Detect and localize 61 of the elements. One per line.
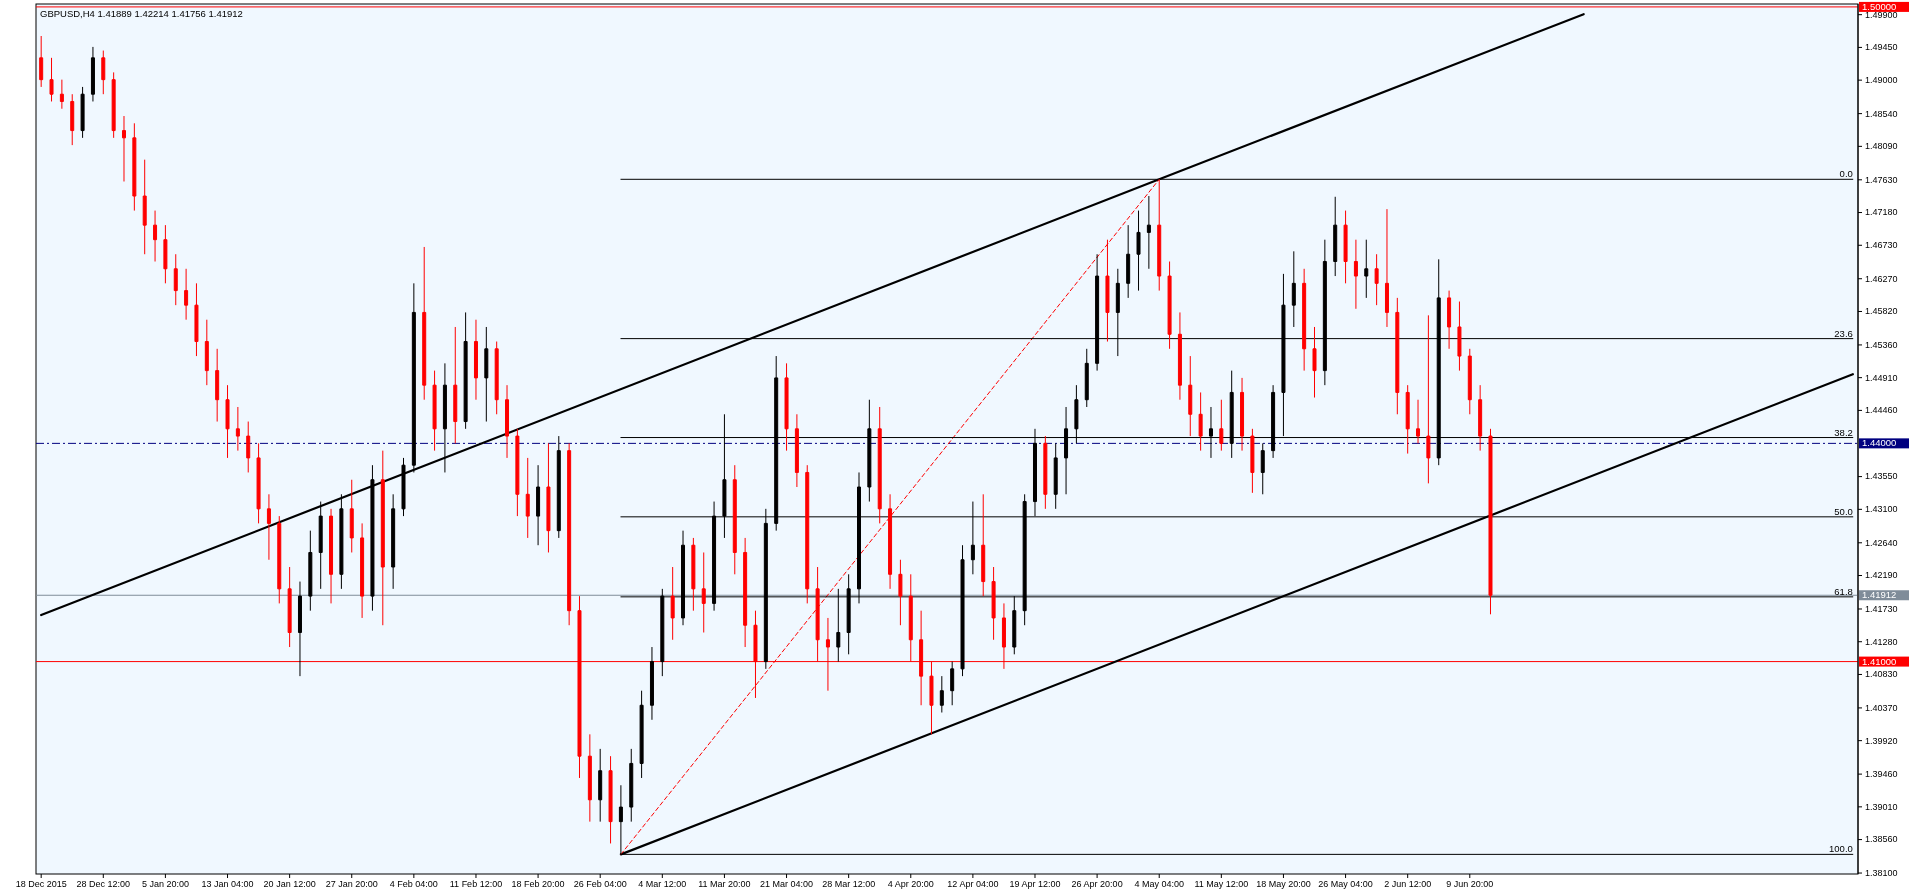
y-tick-label: 1.42640 <box>1865 537 1898 548</box>
x-tick-label: 11 May 12:00 <box>1194 879 1249 890</box>
legend-label: 61.8 <box>1834 585 1853 597</box>
y-tick-label: 1.47630 <box>1865 174 1898 185</box>
y-tick-label: 1.40370 <box>1865 702 1898 713</box>
y-tick-label: 1.41280 <box>1865 636 1898 647</box>
x-tick-label: 4 Mar 12:00 <box>638 879 687 890</box>
y-tick-label: 1.48090 <box>1865 141 1898 152</box>
y-tick-label: 1.44910 <box>1865 372 1898 383</box>
ref-line-label: 1.41000 <box>1862 655 1897 667</box>
x-tick-label: 26 May 04:00 <box>1318 879 1373 890</box>
y-tick-label: 1.48540 <box>1865 108 1898 119</box>
series-label: 0.0 <box>1839 168 1853 180</box>
x-tick-label: 4 Feb 04:00 <box>389 879 438 890</box>
y-tick-label: 1.45360 <box>1865 339 1898 350</box>
y-tick-label: 1.40830 <box>1865 669 1898 680</box>
y-tick-label: 1.49900 <box>1865 9 1898 20</box>
y-tick-label: 1.46270 <box>1865 273 1898 284</box>
y-tick-label: 1.47180 <box>1865 207 1898 218</box>
x-tick-label: 19 Apr 12:00 <box>1009 879 1061 890</box>
y-tick-label: 1.39920 <box>1865 735 1898 746</box>
y-tick-label: 1.49000 <box>1865 75 1898 86</box>
y-tick-label: 1.42190 <box>1865 570 1898 581</box>
y-tick-label: 1.39460 <box>1865 769 1898 779</box>
y-tick-label: 1.38560 <box>1865 834 1898 845</box>
y-tick-label: 1.41730 <box>1865 603 1898 614</box>
y-tick-label: 1.43550 <box>1865 471 1898 482</box>
ref-line-label: 1.44000 <box>1862 437 1897 449</box>
y-tick-label: 1.49450 <box>1865 42 1898 53</box>
x-tick-label: 26 Apr 20:00 <box>1071 879 1123 890</box>
x-tick-label: 4 May 04:00 <box>1134 879 1184 890</box>
x-tick-label: 9 Jun 20:00 <box>1446 879 1494 890</box>
legend-label: 50.0 <box>1834 505 1853 517</box>
y-tick-label: 1.46730 <box>1865 240 1898 251</box>
x-tick-label: 18 Feb 20:00 <box>511 879 565 890</box>
x-tick-label: 27 Jan 20:00 <box>325 879 378 890</box>
x-tick-label: 28 Mar 12:00 <box>822 879 876 890</box>
legend-label: 100.0 <box>1829 843 1853 855</box>
ref-line-label: 1.41912 <box>1862 589 1897 601</box>
x-tick-label: 13 Jan 04:00 <box>201 879 254 890</box>
series-label: 38.2 <box>1834 426 1853 438</box>
y-tick-label: 1.44460 <box>1865 405 1898 416</box>
x-tick-label: 21 Mar 04:00 <box>760 879 814 890</box>
x-tick-label: 26 Feb 04:00 <box>573 879 627 890</box>
x-tick-label: 2 Jun 12:00 <box>1384 879 1432 890</box>
y-tick-label: 1.43100 <box>1865 504 1898 515</box>
ref-line-label: 1.50000 <box>1862 0 1897 12</box>
x-tick-label: 18 May 20:00 <box>1256 879 1311 890</box>
x-tick-label: 11 Feb 12:00 <box>449 879 503 890</box>
x-tick-label: 20 Jan 12:00 <box>263 879 316 890</box>
y-tick-label: 1.39010 <box>1865 801 1898 812</box>
x-tick-label: 4 Apr 20:00 <box>887 879 934 890</box>
text: GBPUSD,H4 1.41889 1.42214 1.41756 1.41912 <box>40 8 243 19</box>
series-label: 23.6 <box>1834 327 1853 339</box>
x-tick-label: 12 Apr 04:00 <box>947 879 999 890</box>
x-tick-label: 28 Dec 12:00 <box>76 879 131 890</box>
x-tick-label: 11 Mar 20:00 <box>698 879 751 890</box>
y-tick-label: 1.38100 <box>1865 867 1898 878</box>
x-tick-label: 5 Jan 20:00 <box>141 879 189 890</box>
y-tick-label: 1.45820 <box>1865 306 1898 317</box>
x-tick-label: 18 Dec 2015 <box>15 879 67 890</box>
